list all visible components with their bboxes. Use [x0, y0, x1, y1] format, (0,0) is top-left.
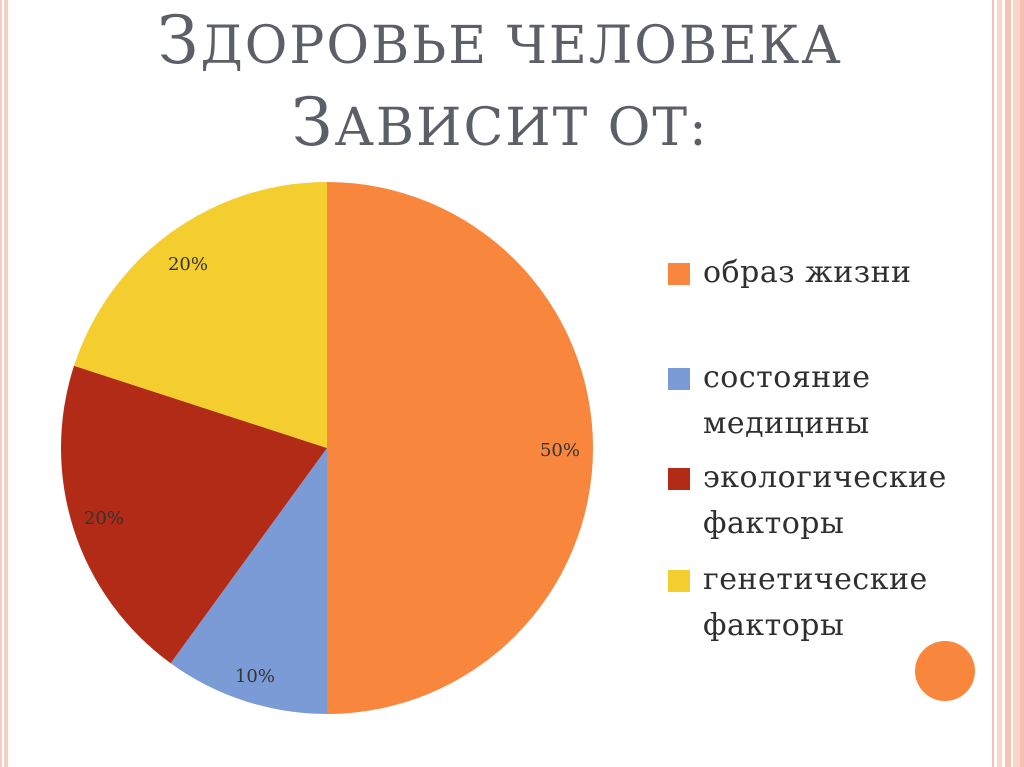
slide-border-left [0, 0, 8, 767]
pie-slice [61, 365, 327, 664]
legend-swatch [668, 468, 690, 490]
pie-data-label: 10% [235, 666, 275, 687]
pie-slice [327, 182, 593, 714]
slide-border-right [990, 0, 1024, 767]
legend-swatch [668, 263, 690, 285]
decorative-circle [915, 641, 975, 701]
pie-data-label: 50% [540, 440, 580, 461]
legend-label: состояние медицины [703, 360, 871, 441]
slide-title-line2: зависит от: [291, 84, 709, 161]
pie-slice [74, 182, 328, 448]
legend-label: экологические факторы [703, 460, 947, 541]
pie-data-label: 20% [168, 254, 208, 275]
legend-label: генетические факторы [703, 562, 928, 643]
legend-label: образ жизни [703, 255, 912, 290]
legend-swatch [668, 570, 690, 592]
pie-data-label: 20% [84, 508, 124, 529]
pie-slice [170, 448, 327, 714]
legend-swatch [668, 368, 690, 390]
slide-title-line1: Здоровье человека [157, 2, 843, 79]
